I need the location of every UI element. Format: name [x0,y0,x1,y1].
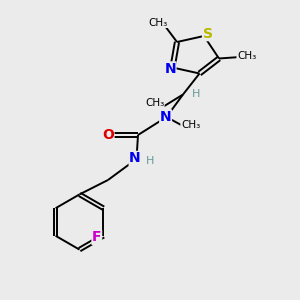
Text: CH₃: CH₃ [237,51,256,61]
Text: H: H [191,89,200,99]
Text: F: F [92,230,102,244]
Text: N: N [129,152,141,165]
Text: H: H [146,155,154,166]
Text: N: N [164,62,176,76]
Text: N: N [160,110,171,124]
Text: CH₃: CH₃ [148,17,168,28]
Text: O: O [102,128,114,142]
Text: S: S [202,27,213,40]
Text: CH₃: CH₃ [181,119,200,130]
Text: CH₃: CH₃ [145,98,164,109]
